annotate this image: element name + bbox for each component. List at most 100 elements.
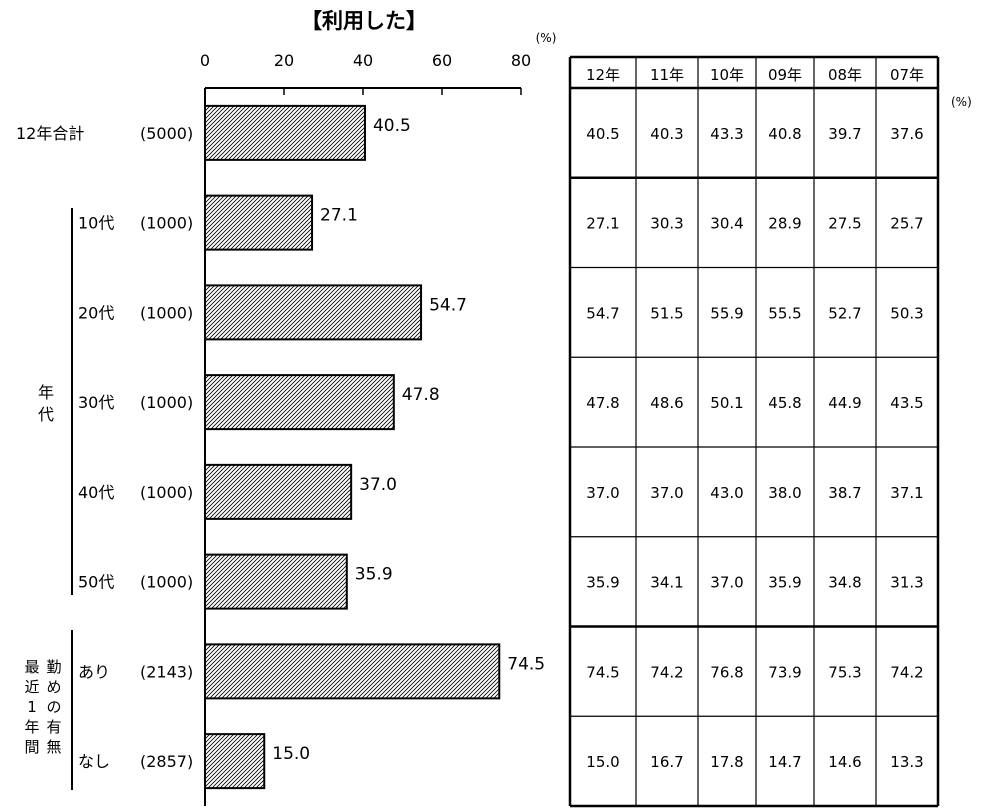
svg-text:間: 間 — [24, 738, 39, 756]
table-header-cell: 07年 — [890, 66, 924, 84]
table-cell: 31.3 — [890, 574, 923, 592]
table-cell: 55.9 — [710, 304, 743, 322]
table-header-cell: 10年 — [710, 66, 744, 84]
table-cell: 43.0 — [710, 484, 743, 502]
row-sample-size: (1000) — [140, 303, 193, 322]
table-cell: 27.5 — [828, 215, 861, 233]
table-header-cell: 08年 — [828, 66, 862, 84]
bar — [204, 643, 501, 700]
table-cell: 40.5 — [586, 125, 619, 143]
svg-text:無: 無 — [46, 738, 61, 756]
table-cell: 37.6 — [890, 125, 923, 143]
table-cell: 54.7 — [586, 304, 619, 322]
age-group-label-2: 代 — [38, 405, 54, 424]
x-tick-label: 20 — [274, 51, 294, 70]
table-cell: 37.0 — [586, 484, 619, 502]
bar — [204, 194, 314, 251]
svg-text:年: 年 — [24, 718, 39, 736]
table-cell: 25.7 — [890, 215, 923, 233]
svg-text:有: 有 — [46, 718, 61, 736]
bar — [204, 553, 348, 610]
row-label: 30代 — [78, 393, 114, 412]
svg-text:1: 1 — [27, 698, 37, 716]
table-cell: 40.8 — [768, 125, 801, 143]
row-label: 50代 — [78, 573, 114, 592]
bar-value-label: 35.9 — [355, 565, 393, 585]
row-label: 10代 — [78, 214, 114, 233]
row-sample-size: (2857) — [140, 752, 193, 771]
age-group-label-1: 年 — [38, 383, 54, 402]
bar-value-label: 74.5 — [507, 654, 545, 674]
bar-value-label: 40.5 — [373, 116, 411, 136]
chart-title: 【利用した】 — [301, 9, 427, 33]
table-cell: 38.0 — [768, 484, 801, 502]
axis-unit-label: (%) — [536, 31, 557, 45]
x-tick-label: 0 — [200, 51, 210, 70]
table-cell: 40.3 — [650, 125, 683, 143]
bar-value-label: 47.8 — [402, 385, 440, 405]
table-cell: 52.7 — [828, 304, 861, 322]
table-cell: 75.3 — [828, 663, 861, 681]
row-sample-size: (5000) — [140, 124, 193, 143]
table-cell: 39.7 — [828, 125, 861, 143]
table-cell: 30.4 — [710, 215, 743, 233]
row-labels-group: 12年合計 (5000) 10代 (1000) 20代 (1000) 30代 (1000) 40… — [16, 124, 193, 771]
bar-value-label: 27.1 — [320, 206, 358, 226]
table-cell: 43.3 — [710, 125, 743, 143]
x-axis-ticks: 0 20 40 60 80 — [200, 51, 531, 95]
row-label: 12年合計 — [16, 124, 84, 143]
table-cell: 16.7 — [650, 753, 683, 771]
row-label: なし — [78, 752, 110, 771]
table-cell: 73.9 — [768, 663, 801, 681]
table-cell: 17.8 — [710, 753, 743, 771]
table-cell: 38.7 — [828, 484, 861, 502]
svg-text:勤: 勤 — [46, 658, 61, 676]
table-cell: 37.0 — [650, 484, 683, 502]
table-cell: 44.9 — [828, 394, 861, 412]
row-label: あり — [78, 662, 110, 681]
table-cell: 74.5 — [586, 663, 619, 681]
bar — [204, 374, 395, 431]
bar-value-label: 15.0 — [272, 744, 310, 764]
table-cell: 15.0 — [586, 753, 619, 771]
row-sample-size: (1000) — [140, 573, 193, 592]
work-group-vertical-label: 最 近 1 年 間 勤 め の 有 無 — [24, 658, 61, 756]
table-cell: 76.8 — [710, 663, 743, 681]
svg-text:最: 最 — [24, 658, 39, 676]
table-cell: 37.1 — [890, 484, 923, 502]
bars-group: 40.5 27.1 54.7 47.8 37.0 35.9 74.5 15.0 — [204, 104, 545, 790]
table-cell: 51.5 — [650, 304, 683, 322]
bar — [204, 104, 366, 161]
bar — [204, 733, 266, 790]
bar-value-label: 54.7 — [429, 295, 467, 315]
svg-text:近: 近 — [24, 678, 39, 696]
row-label: 40代 — [78, 483, 114, 502]
row-sample-size: (1000) — [140, 214, 193, 233]
table-header-cell: 12年 — [586, 66, 620, 84]
row-sample-size: (1000) — [140, 483, 193, 502]
table-cell: 30.3 — [650, 215, 683, 233]
table-cell: 50.1 — [710, 394, 743, 412]
x-tick-label: 80 — [511, 51, 531, 70]
table-cell: 50.3 — [890, 304, 923, 322]
table-cell: 55.5 — [768, 304, 801, 322]
table-cell: 35.9 — [586, 574, 619, 592]
row-label: 20代 — [78, 303, 114, 322]
table-cell: 34.8 — [828, 574, 861, 592]
x-tick-label: 40 — [353, 51, 373, 70]
row-sample-size: (2143) — [140, 662, 193, 681]
table-header-cell: 09年 — [768, 66, 802, 84]
table-unit-label: (%) — [951, 95, 972, 109]
table-cell: 28.9 — [768, 215, 801, 233]
table-cell: 48.6 — [650, 394, 683, 412]
table-cell: 37.0 — [710, 574, 743, 592]
table-cell: 14.7 — [768, 753, 801, 771]
svg-text:の: の — [46, 698, 61, 716]
bar — [204, 284, 423, 341]
x-tick-label: 60 — [432, 51, 452, 70]
table-cell: 35.9 — [768, 574, 801, 592]
table-cell: 74.2 — [650, 663, 683, 681]
table-cell: 43.5 — [890, 394, 923, 412]
table-header-cell: 11年 — [650, 66, 684, 84]
